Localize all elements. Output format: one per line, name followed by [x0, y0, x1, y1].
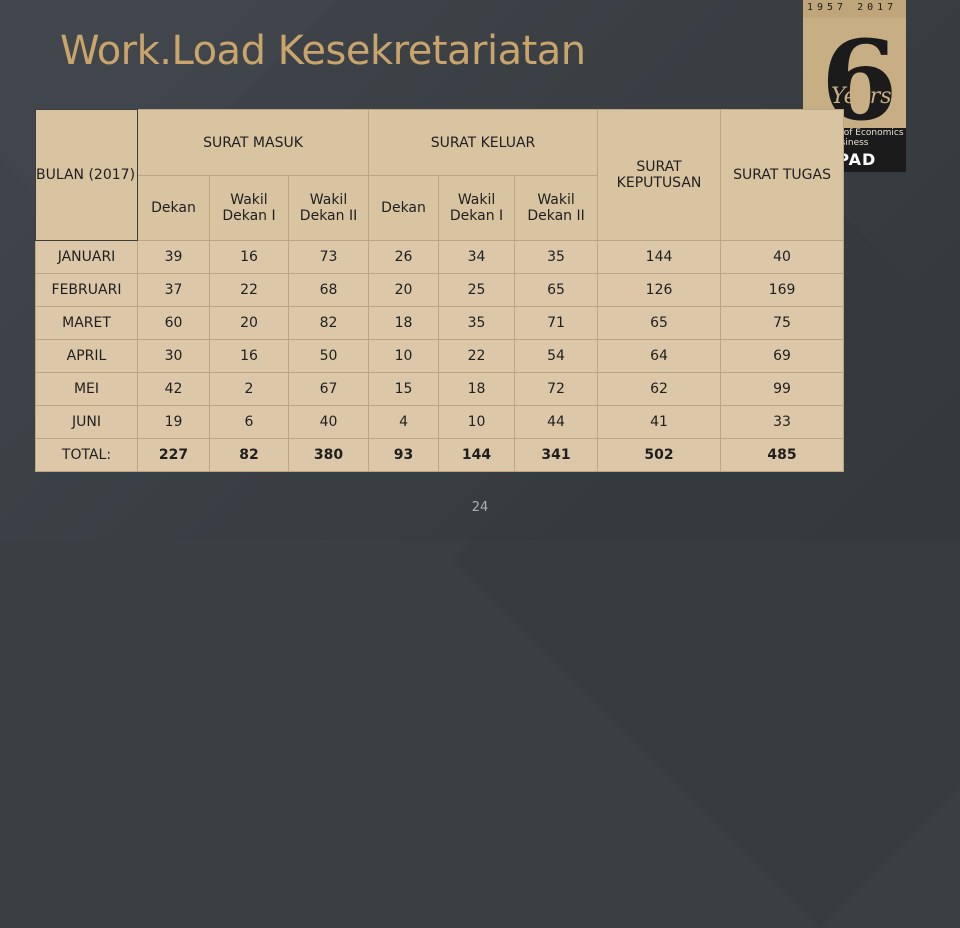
table-cell: 65	[514, 273, 599, 307]
table-cell: 6	[209, 405, 289, 439]
table-cell: 50	[287, 339, 370, 373]
table-cell: 502	[597, 438, 722, 472]
table-cell: 93	[368, 438, 440, 472]
table-row: MARET 60 20 82 18 35 71 65 75	[35, 306, 845, 340]
table-cell: 4	[368, 405, 440, 439]
table-cell: 60	[137, 306, 210, 340]
table-cell: 341	[514, 438, 599, 472]
table-cell: 62	[597, 372, 722, 406]
subheader-dekan: Dekan	[137, 175, 210, 241]
table-cell: 16	[209, 240, 289, 274]
table-cell: 44	[514, 405, 599, 439]
table-cell: 22	[438, 339, 516, 373]
table-cell: 68	[287, 273, 370, 307]
table-cell: 10	[438, 405, 516, 439]
slide-title: Work.Load Kesekretariatan	[60, 28, 586, 74]
logo-top-bar: 1957 2017	[803, 0, 906, 18]
header-surat-keputusan: SURAT KEPUTUSAN	[597, 109, 722, 241]
header-bulan: BULAN (2017)	[35, 109, 138, 241]
table-cell: 42	[137, 372, 210, 406]
table-row: FEBRUARI 37 22 68 20 25 65 126 169	[35, 273, 845, 307]
table-cell: 35	[438, 306, 516, 340]
table-cell: 15	[368, 372, 440, 406]
table-cell: 41	[597, 405, 722, 439]
row-label: TOTAL:	[35, 438, 138, 472]
table-cell: 34	[438, 240, 516, 274]
table-cell: 169	[720, 273, 845, 307]
table-cell: 82	[209, 438, 289, 472]
row-label: APRIL	[35, 339, 138, 373]
subheader-wakil-dekan-2: Wakil Dekan II	[514, 175, 599, 241]
table-cell: 65	[597, 306, 722, 340]
table-cell: 16	[209, 339, 289, 373]
table-cell: 37	[137, 273, 210, 307]
table-cell: 67	[287, 372, 370, 406]
table-cell: 35	[514, 240, 599, 274]
row-label: MARET	[35, 306, 138, 340]
table-cell: 18	[438, 372, 516, 406]
header-bulan-label: BULAN (2017)	[36, 167, 136, 183]
header-surat-tugas: SURAT TUGAS	[720, 109, 845, 241]
table-cell: 20	[209, 306, 289, 340]
table-cell: 227	[137, 438, 210, 472]
logo-years-range: 1957 2017	[807, 2, 898, 13]
table-cell: 25	[438, 273, 516, 307]
table-cell: 126	[597, 273, 722, 307]
table-cell: 73	[287, 240, 370, 274]
table-cell: 40	[287, 405, 370, 439]
table-cell: 54	[514, 339, 599, 373]
subheader-dekan: Dekan	[368, 175, 440, 241]
table-cell: 82	[287, 306, 370, 340]
table-cell: 26	[368, 240, 440, 274]
page-number: 24	[471, 500, 489, 515]
row-label: JUNI	[35, 405, 138, 439]
subheader-wakil-dekan-1: Wakil Dekan I	[438, 175, 516, 241]
table-cell: 30	[137, 339, 210, 373]
table-cell: 2	[209, 372, 289, 406]
table-cell: 22	[209, 273, 289, 307]
workload-table-container: BULAN (2017) SURAT MASUK SURAT KELUAR SU…	[35, 109, 845, 472]
table-row: JANUARI 39 16 73 26 34 35 144 40	[35, 240, 845, 274]
header-surat-keluar: SURAT KELUAR	[368, 109, 599, 176]
workload-table: BULAN (2017) SURAT MASUK SURAT KELUAR SU…	[35, 109, 845, 472]
subheader-wakil-dekan-2: Wakil Dekan II	[287, 175, 370, 241]
table-cell: 20	[368, 273, 440, 307]
table-cell: 18	[368, 306, 440, 340]
table-cell: 75	[720, 306, 845, 340]
table-cell: 33	[720, 405, 845, 439]
row-label: FEBRUARI	[35, 273, 138, 307]
table-row: JUNI 19 6 40 4 10 44 41 33	[35, 405, 845, 439]
table-cell: 144	[597, 240, 722, 274]
table-row: TOTAL: 227 82 380 93 144 341 502 485	[35, 438, 845, 472]
table-cell: 72	[514, 372, 599, 406]
table-cell: 39	[137, 240, 210, 274]
table-cell: 99	[720, 372, 845, 406]
table-cell: 64	[597, 339, 722, 373]
table-cell: 485	[720, 438, 845, 472]
row-label: JANUARI	[35, 240, 138, 274]
table-cell: 69	[720, 339, 845, 373]
table-cell: 71	[514, 306, 599, 340]
table-cell: 40	[720, 240, 845, 274]
subheader-wakil-dekan-1: Wakil Dekan I	[209, 175, 289, 241]
row-label: MEI	[35, 372, 138, 406]
table-row: MEI 42 2 67 15 18 72 62 99	[35, 372, 845, 406]
table-cell: 19	[137, 405, 210, 439]
table-row: APRIL 30 16 50 10 22 54 64 69	[35, 339, 845, 373]
table-cell: 10	[368, 339, 440, 373]
table-cell: 380	[287, 438, 370, 472]
table-cell: 144	[438, 438, 516, 472]
logo-gold-block: 6 Years	[803, 18, 906, 136]
header-surat-masuk: SURAT MASUK	[136, 109, 370, 176]
logo-years-word: Years	[831, 84, 892, 109]
